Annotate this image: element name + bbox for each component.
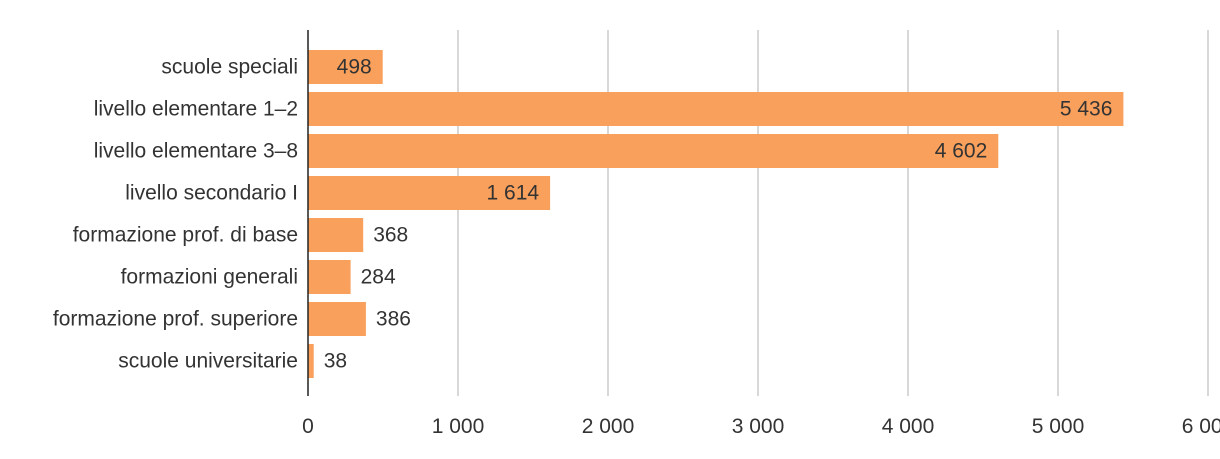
category-label: livello secondario I: [125, 182, 298, 205]
category-label: formazione prof. di base: [73, 224, 298, 247]
data-label: 284: [361, 266, 396, 289]
x-tick-label: 4 000: [882, 415, 935, 438]
labels-layer: 0 1 000 2 000 3 000 4 000 5 000 6 000 scuole sp…: [53, 56, 1220, 439]
x-tick-label: 2 000: [582, 415, 635, 438]
bar: [308, 134, 999, 168]
x-tick-label: 5 000: [1032, 415, 1085, 438]
x-tick-label: 6 000: [1182, 415, 1220, 438]
grid-layer: [457, 30, 1209, 396]
x-tick-label: 0: [302, 415, 314, 438]
bar: [308, 176, 551, 210]
data-label: 1 614: [487, 182, 540, 205]
bar: [308, 218, 364, 252]
bar: [308, 260, 351, 294]
bars-layer: [308, 50, 1124, 378]
data-label: 368: [373, 224, 408, 247]
data-label: 386: [376, 308, 411, 331]
bar: [308, 302, 366, 336]
x-tick-label: 3 000: [732, 415, 785, 438]
data-label: 5 436: [1060, 98, 1113, 121]
category-label: livello elementare 1–2: [94, 98, 298, 121]
data-label: 498: [337, 56, 372, 79]
data-label: 4 602: [935, 140, 988, 163]
x-tick-label: 1 000: [432, 415, 485, 438]
bar: [308, 92, 1124, 126]
category-label: livello elementare 3–8: [94, 140, 298, 163]
category-label: formazioni generali: [121, 266, 298, 289]
data-label: 38: [324, 350, 347, 373]
category-label: formazione prof. superiore: [53, 308, 298, 331]
category-label: scuole universitarie: [118, 350, 298, 373]
bar: [308, 50, 383, 84]
category-label: scuole speciali: [161, 56, 298, 79]
bar: [308, 344, 314, 378]
